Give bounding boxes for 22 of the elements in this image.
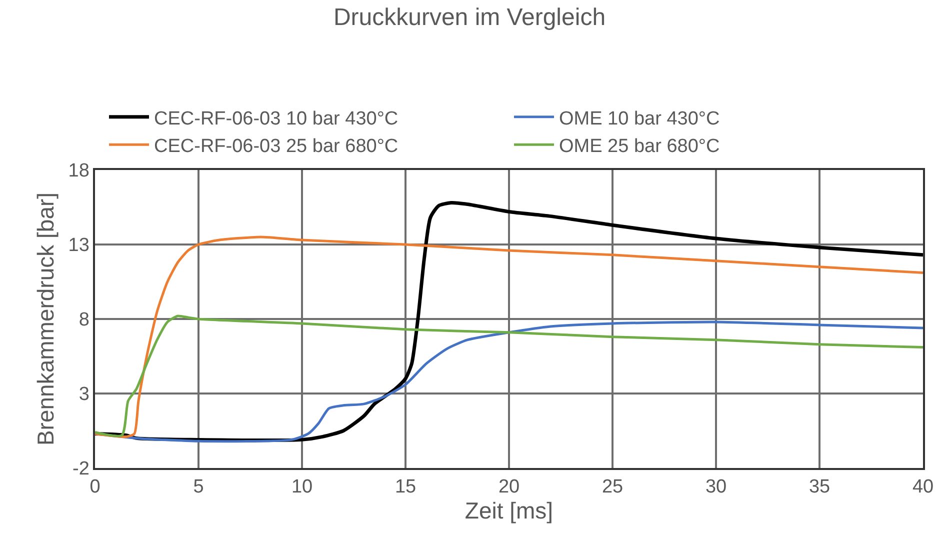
- chart-title: Druckkurven im Vergleich: [333, 4, 606, 31]
- legend-label: CEC-RF-06-03 25 bar 680°C: [154, 136, 398, 157]
- y-tick-label: 18: [68, 160, 90, 182]
- y-tick-label: 3: [78, 384, 90, 406]
- legend-label: OME 10 bar 430°C: [559, 108, 720, 130]
- x-tick-label: 5: [193, 476, 204, 498]
- x-tick-label: 10: [291, 476, 313, 498]
- x-tick-label: 20: [498, 476, 520, 498]
- y-tick-label: 8: [78, 310, 90, 331]
- x-tick-label: 25: [602, 476, 624, 498]
- line-series: [95, 236, 923, 438]
- x-tick-label: 40: [912, 476, 934, 498]
- x-tick-label: 15: [394, 476, 416, 498]
- y-axis-title: Brennkammerdruck [bar]: [32, 192, 58, 446]
- y-tick-label: -2: [72, 458, 90, 480]
- legend-label: OME 25 bar 680°C: [559, 136, 720, 157]
- x-tick-label: 30: [705, 476, 727, 498]
- legend-label: CEC-RF-06-03 10 bar 430°C: [154, 108, 398, 130]
- y-tick-label: 13: [68, 235, 90, 256]
- x-tick-label: 0: [90, 476, 100, 498]
- x-axis-title: Zeit [ms]: [464, 498, 554, 524]
- x-tick-label: 35: [808, 476, 830, 498]
